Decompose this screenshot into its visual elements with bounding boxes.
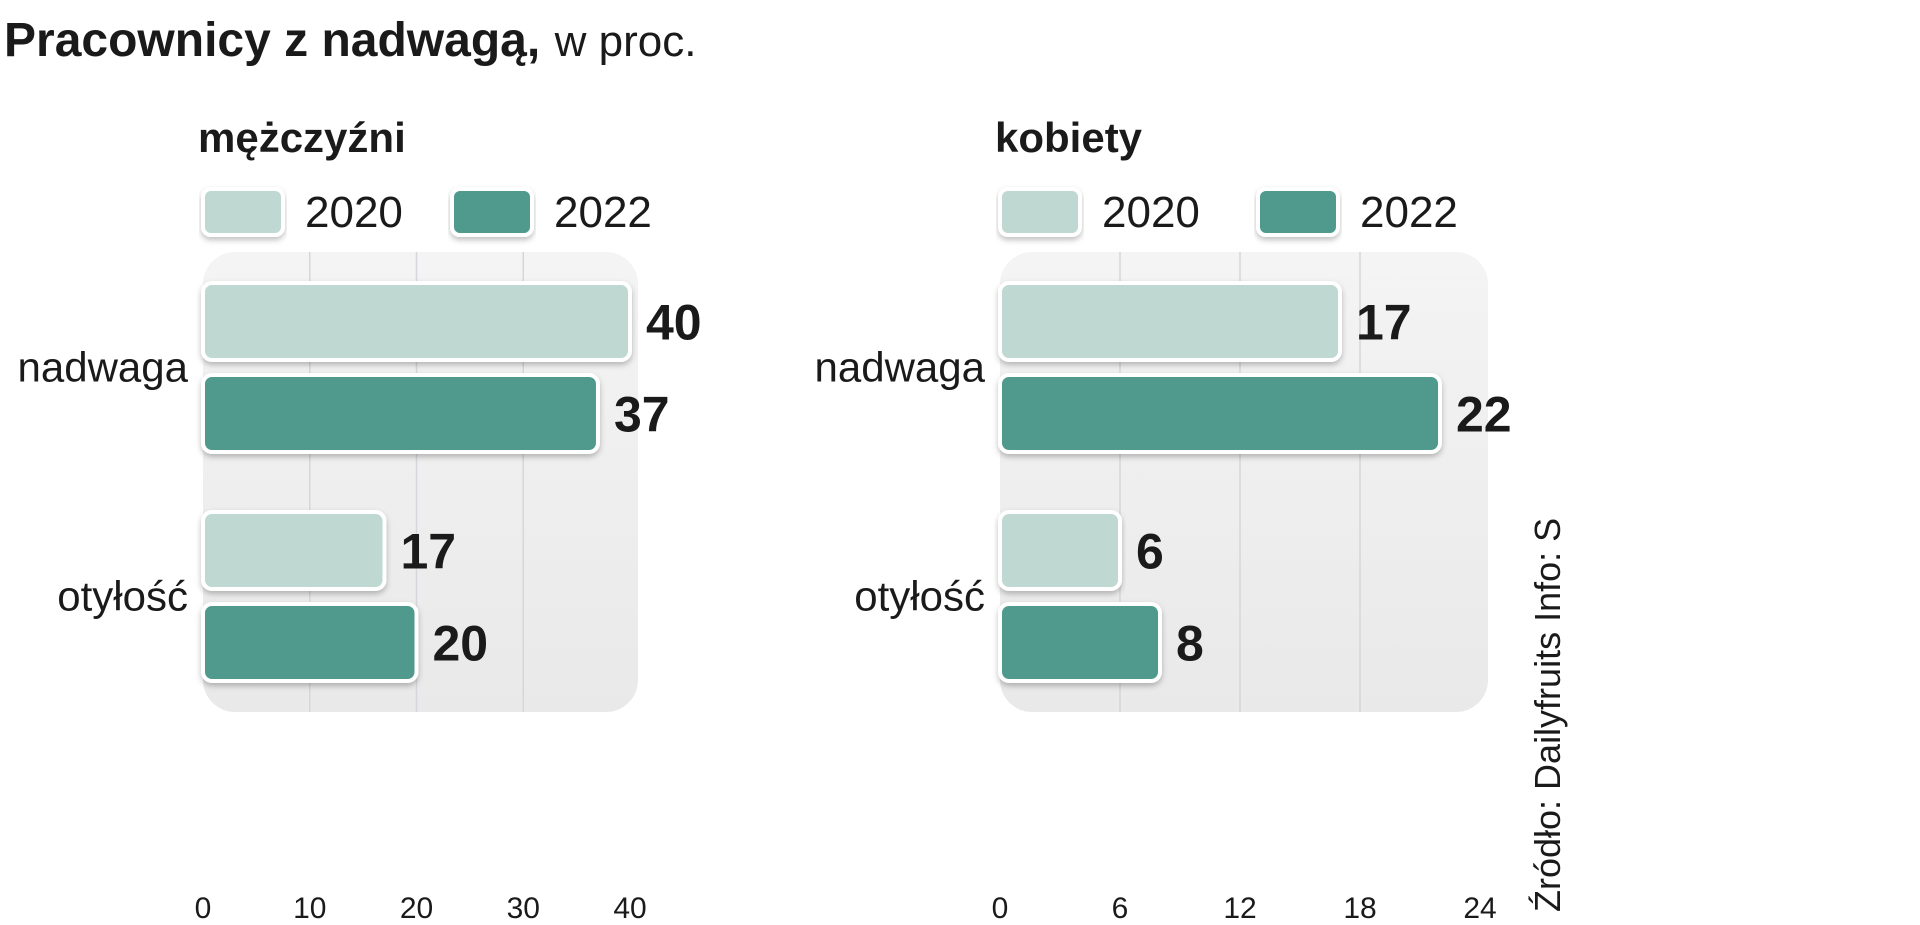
bar-otyłość-2022 xyxy=(998,602,1162,683)
x-tick-label: 10 xyxy=(293,892,326,925)
data-label: 40 xyxy=(646,295,702,351)
panel-1: kobiety 2020 2022 0 6 12 18 24 nadwaga 17 22 otyłoś… xyxy=(815,114,1512,925)
category-label: otyłość xyxy=(57,573,188,620)
title-bold: Pracownicy z nadwagą, xyxy=(4,14,540,67)
data-label: 22 xyxy=(1456,387,1512,443)
legend-label: 2020 xyxy=(1102,188,1200,237)
x-tick-label: 24 xyxy=(1463,892,1496,925)
x-tick-label: 0 xyxy=(195,892,212,925)
bar-otyłość-2022 xyxy=(201,602,419,683)
data-label: 6 xyxy=(1136,524,1164,580)
legend-label: 2022 xyxy=(554,188,652,237)
data-label: 37 xyxy=(614,387,670,443)
category-label: nadwaga xyxy=(815,344,986,391)
x-tick-label: 20 xyxy=(400,892,433,925)
legend-swatch-2020 xyxy=(201,187,285,237)
x-tick-label: 18 xyxy=(1343,892,1376,925)
legend-label: 2022 xyxy=(1360,188,1458,237)
bar-nadwaga-2020 xyxy=(998,281,1342,362)
legend-swatch-2022 xyxy=(1256,187,1340,237)
x-tick-label: 0 xyxy=(992,892,1009,925)
x-tick-label: 6 xyxy=(1112,892,1129,925)
plot-background xyxy=(203,252,638,712)
panel-0: mężczyźni 2020 2022 0 10 20 30 40 nadwaga 40 37 oty… xyxy=(18,114,702,925)
panel-title: kobiety xyxy=(995,114,1143,161)
data-label: 17 xyxy=(1356,295,1412,351)
bar-otyłość-2020 xyxy=(201,510,387,591)
bar-nadwaga-2022 xyxy=(998,373,1442,454)
bar-otyłość-2020 xyxy=(998,510,1122,591)
bar-nadwaga-2022 xyxy=(201,373,600,454)
category-label: nadwaga xyxy=(18,344,189,391)
panel-title: mężczyźni xyxy=(198,114,406,161)
legend-swatch-2020 xyxy=(998,187,1082,237)
source-note: Źródło: Dailyfruits Info: S xyxy=(1527,518,1568,912)
chart-title: Pracownicy z nadwagą, w proc. xyxy=(4,14,696,67)
plot-background xyxy=(1000,252,1488,712)
title-unit: w proc. xyxy=(554,17,697,66)
x-tick-label: 12 xyxy=(1223,892,1256,925)
data-label: 20 xyxy=(433,616,489,672)
category-label: otyłość xyxy=(854,573,985,620)
data-label: 8 xyxy=(1176,616,1204,672)
legend-swatch-2022 xyxy=(450,187,534,237)
x-tick-label: 30 xyxy=(507,892,540,925)
bar-nadwaga-2020 xyxy=(201,281,632,362)
legend-label: 2020 xyxy=(305,188,403,237)
data-label: 17 xyxy=(400,524,456,580)
x-tick-label: 40 xyxy=(613,892,646,925)
